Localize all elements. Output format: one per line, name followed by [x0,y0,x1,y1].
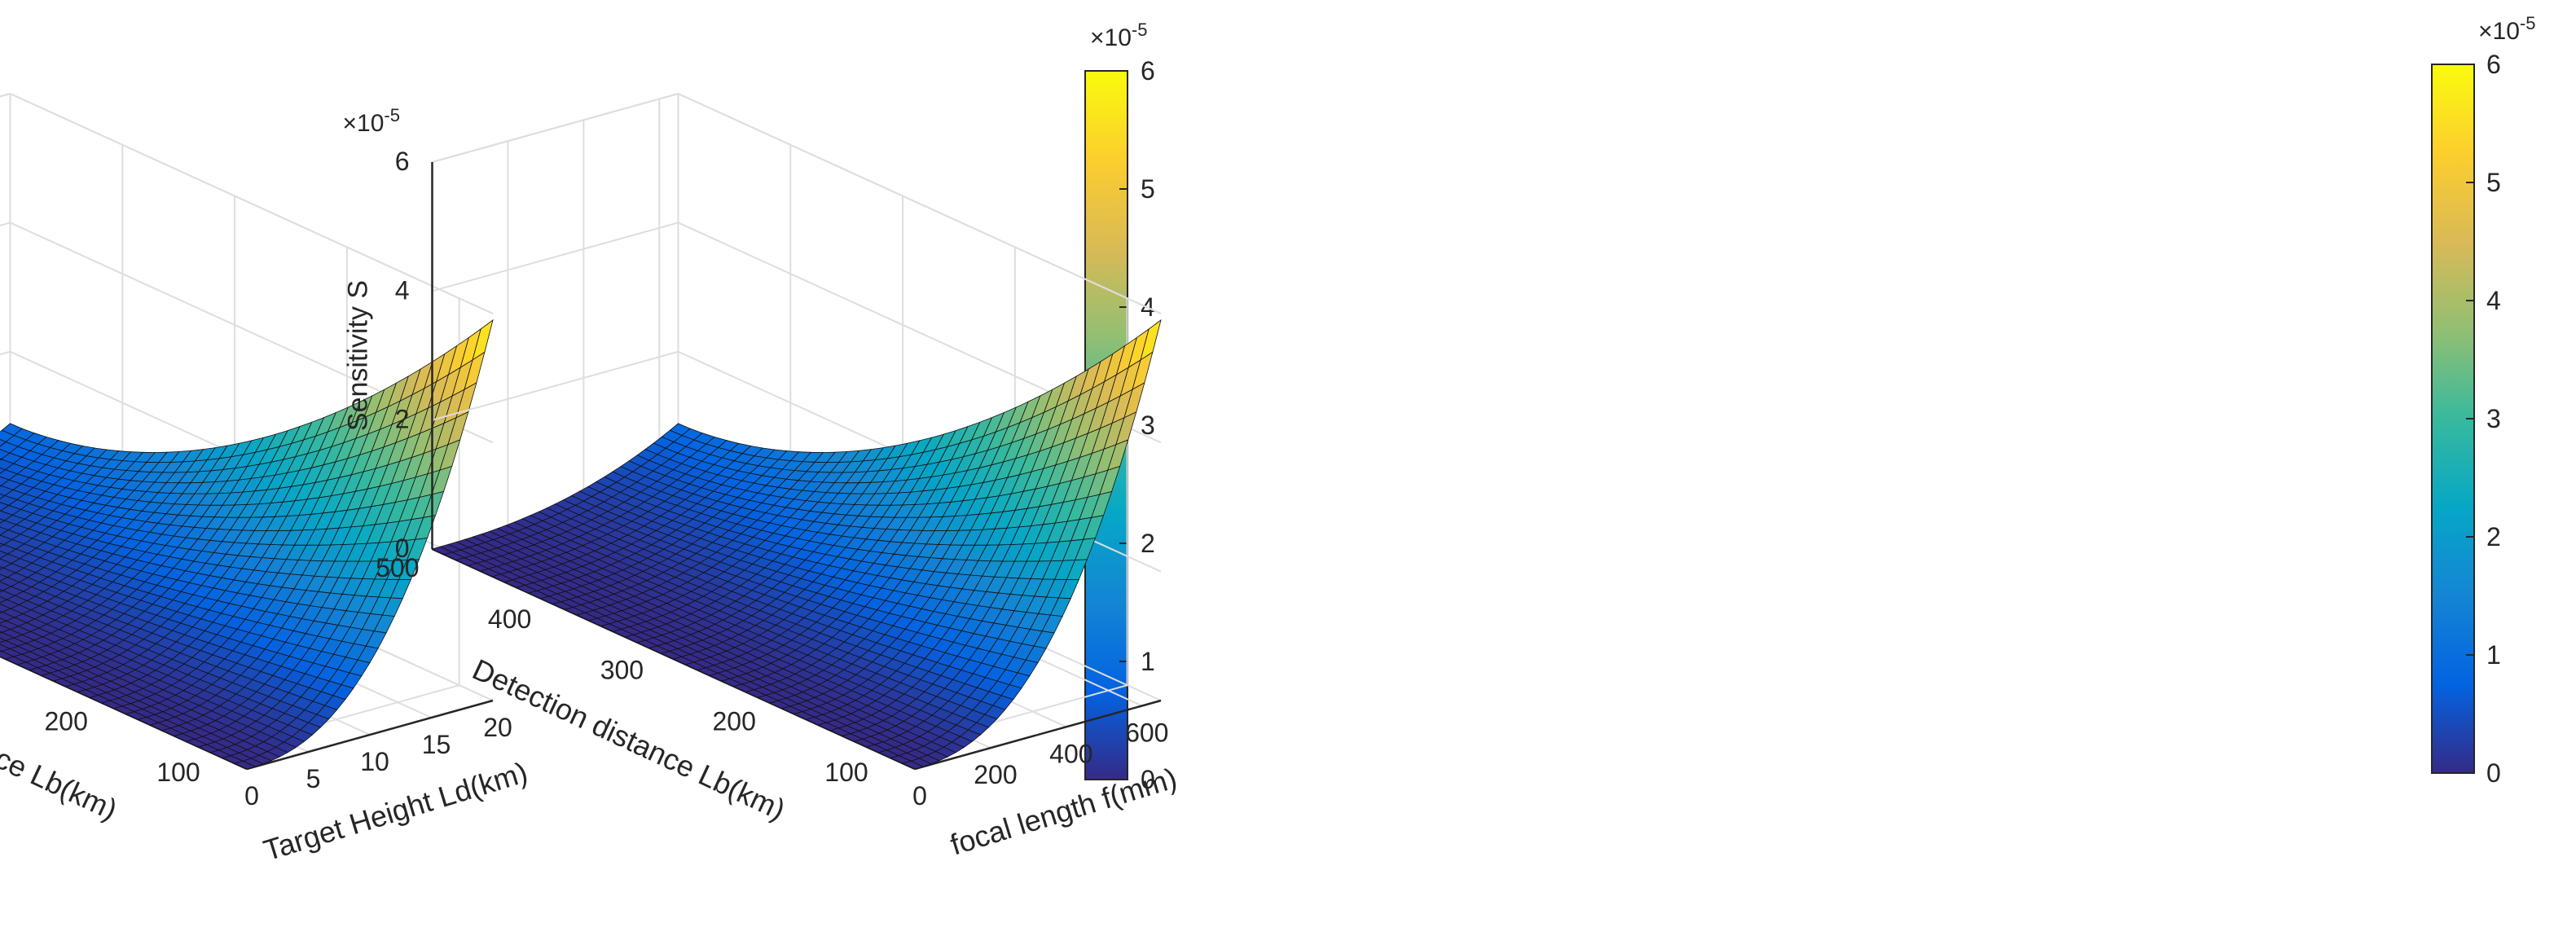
colorbar-tick-label: 1 [1141,647,1155,676]
y-tick-label: 200 [974,760,1017,789]
z-exponent-power: -5 [384,105,400,125]
x-tick-label: 500 [376,553,419,582]
x-tick-label: 400 [488,604,531,634]
y-tick-label: 0 [912,781,927,811]
colorbar-tick-label: 0 [2486,758,2501,788]
surface [431,319,1162,770]
z-tick-label: 4 [395,275,410,305]
z-tick-label: 2 [395,405,410,434]
y-tick-label: 10 [360,747,389,776]
x-tick-label: 100 [156,758,200,787]
y-tick-label: 5 [306,764,321,793]
colorbar-exponent-power: -5 [1132,20,1148,40]
z-tick-label: 6 [395,147,410,176]
colorbar-tick-label: 3 [2486,404,2501,433]
x-tick-label: 300 [600,656,644,685]
colorbar-tick-label: 5 [1141,174,1155,204]
x-tick-label: 200 [44,706,87,736]
colorbar-tick-label: 5 [2486,168,2501,197]
x-tick-label: 100 [824,758,868,787]
z-tick-label: 0 [395,534,410,563]
y-tick-label: 20 [483,713,512,742]
y-tick-label: 15 [422,730,451,759]
surface-patch [472,319,494,361]
colorbar-tick-label: 6 [1141,56,1155,86]
colorbar-tick-label: 2 [2486,522,2501,551]
colorbar-tick-label: 3 [1141,411,1155,440]
surface-patch [1140,319,1162,361]
colorbar-exponent-label: ×10-5 [1090,20,1147,51]
z-axis-label: Sensitivity S [343,280,374,431]
y-tick-label: 400 [1049,739,1092,768]
colorbar-exponent-power: -5 [2520,13,2536,33]
surface [0,319,494,770]
colorbar-tick-label: 6 [2486,50,2501,79]
colorbar-tick-label: 2 [1141,529,1155,558]
colorbar-tick-label: 0 [1141,765,1155,794]
y-tick-label: 0 [244,781,259,811]
colorbar-tick-label: 4 [2486,286,2501,315]
colorbar-tick-label: 1 [2486,640,2501,670]
y-tick-label: 600 [1125,718,1168,747]
x-tick-label: 200 [712,706,755,736]
